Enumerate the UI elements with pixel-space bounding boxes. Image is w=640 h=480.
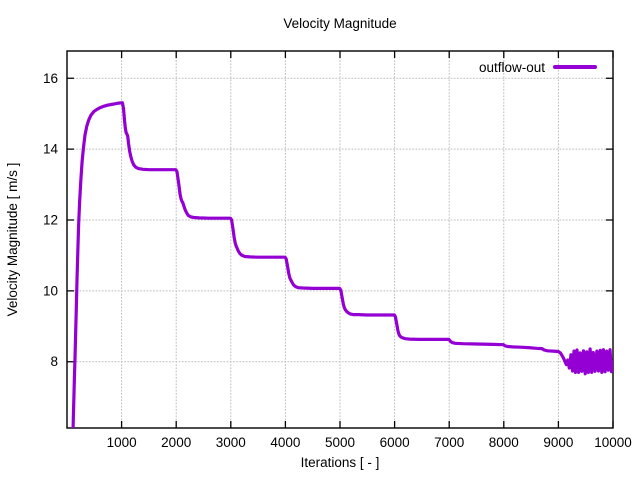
y-axis-label: Velocity Magnitude [ m/s ] (5, 162, 20, 317)
x-tick-label: 10000 (594, 435, 632, 450)
x-tick-label: 5000 (325, 435, 355, 450)
y-tick-label: 8 (50, 354, 58, 369)
series-line (71, 101, 613, 428)
x-tick-label: 7000 (434, 435, 464, 450)
y-tick-label: 10 (43, 283, 58, 298)
y-tick-label: 12 (43, 213, 58, 228)
x-tick-label: 2000 (161, 435, 191, 450)
y-tick-label: 14 (43, 142, 59, 157)
legend: outflow-out (479, 59, 597, 75)
x-tick-label: 9000 (543, 435, 573, 450)
x-tick-label: 3000 (216, 435, 246, 450)
x-tick-label: 8000 (489, 435, 519, 450)
grid-lines (66, 50, 614, 429)
x-tick-label: 1000 (107, 435, 137, 450)
x-tick-label: 6000 (380, 435, 410, 450)
y-tick-label: 16 (43, 71, 58, 86)
chart-title: Velocity Magnitude (283, 16, 397, 31)
legend-label: outflow-out (478, 59, 545, 75)
x-axis-label: Iterations [ - ] (300, 455, 380, 470)
tick-marks (67, 51, 614, 428)
legend-line-sample-icon (553, 65, 597, 69)
x-tick-label: 4000 (270, 435, 300, 450)
